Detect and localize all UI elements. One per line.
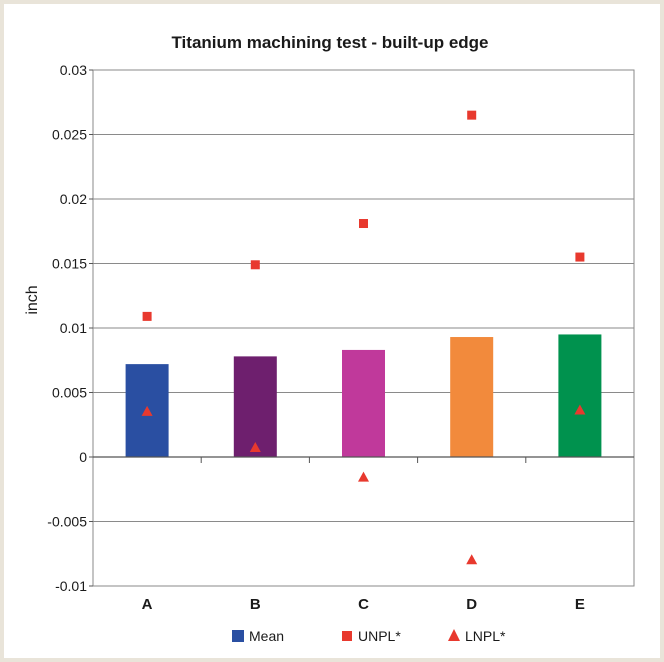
category-label: B bbox=[250, 596, 261, 613]
bars bbox=[125, 334, 602, 457]
lnpl-point bbox=[141, 405, 153, 416]
gridlines bbox=[93, 69, 634, 587]
y-axis-label: inch bbox=[24, 285, 41, 314]
y-tick-labels: 0.03 0.025 0.02 0.015 0.01 0.005 0 -0.005 -0.01 bbox=[47, 62, 87, 594]
lnpl-point bbox=[358, 471, 369, 482]
axes bbox=[89, 69, 635, 587]
legend-swatch-lnpl bbox=[448, 629, 460, 641]
chart-svg: Titanium machining test - built-up edge … bbox=[24, 33, 635, 644]
lnpl-point bbox=[249, 441, 261, 452]
legend-label: Mean bbox=[249, 628, 284, 644]
y-tick-label: 0.03 bbox=[60, 62, 87, 78]
y-tick-label: 0.005 bbox=[52, 385, 87, 401]
bar-E bbox=[558, 334, 602, 457]
y-tick-label: -0.005 bbox=[47, 514, 87, 530]
category-label: D bbox=[466, 596, 477, 613]
legend-swatch-unpl bbox=[342, 631, 352, 641]
lnpl-point bbox=[574, 404, 586, 415]
legend-label: LNPL* bbox=[465, 628, 506, 644]
markers bbox=[141, 110, 586, 565]
category-label: E bbox=[575, 596, 585, 613]
chart-frame: Titanium machining test - built-up edge … bbox=[4, 4, 660, 658]
legend: Mean UNPL* LNPL* bbox=[232, 628, 506, 644]
category-label: A bbox=[142, 596, 153, 613]
category-label: C bbox=[358, 596, 369, 613]
legend-label: UNPL* bbox=[358, 628, 401, 644]
unpl-point bbox=[142, 311, 152, 321]
y-tick-label: 0 bbox=[79, 449, 87, 465]
unpl-point bbox=[575, 252, 585, 262]
chart-title: Titanium machining test - built-up edge bbox=[171, 33, 488, 52]
y-tick-label: 0.025 bbox=[52, 127, 87, 143]
y-tick-label: -0.01 bbox=[55, 578, 87, 594]
bar-D bbox=[450, 337, 494, 457]
bar-C bbox=[342, 349, 385, 457]
unpl-point bbox=[467, 110, 477, 120]
y-tick-label: 0.015 bbox=[52, 256, 87, 272]
y-tick-label: 0.01 bbox=[60, 320, 87, 336]
legend-swatch-mean bbox=[232, 630, 244, 642]
unpl-point bbox=[250, 260, 260, 270]
unpl-point bbox=[359, 219, 368, 229]
lnpl-point bbox=[466, 554, 478, 565]
x-tick-labels: A B C D E bbox=[142, 596, 585, 613]
bar-B bbox=[233, 356, 277, 457]
y-tick-label: 0.02 bbox=[60, 191, 87, 207]
